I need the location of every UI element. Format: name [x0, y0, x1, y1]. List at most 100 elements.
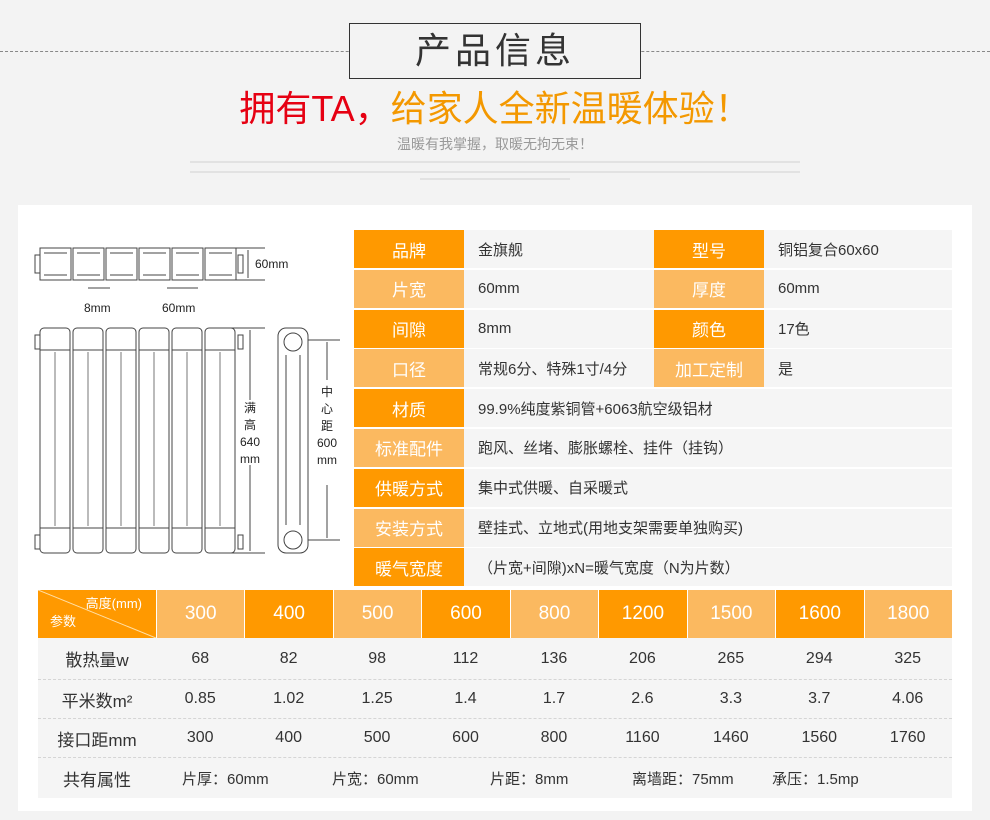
table-cell: 1.7 [542, 690, 566, 707]
table-cell: 112 [452, 649, 479, 667]
table-cell: 82 [279, 649, 298, 667]
table-cell: 2.6 [631, 690, 654, 707]
radiator-section [138, 327, 170, 554]
spec-label: 口径 [354, 349, 464, 388]
spec-value: （片宽+间隙)xN=暖气宽度（N为片数） [464, 548, 952, 587]
table-cell: 1560 [801, 729, 838, 746]
spec-value: 是 [764, 349, 952, 388]
section-top [138, 247, 171, 281]
fine-print [190, 161, 800, 163]
spec-row: 片宽 60mm 厚度 60mm [354, 269, 952, 308]
width-label: 60mm [162, 301, 195, 315]
spec-value: 壁挂式、立地式(用地支架需要单独购买) [464, 508, 952, 547]
table-cell: 98 [368, 649, 386, 667]
table-cell: 265 [717, 649, 745, 667]
center-distance-label: 中 [321, 384, 333, 399]
height-header: 1800 [864, 590, 952, 638]
spec-label: 标准配件 [354, 428, 464, 467]
spec-value: 跑风、丝堵、膨胀螺栓、挂件（挂钩） [464, 428, 952, 467]
table-cell: 1.25 [361, 690, 393, 707]
table-cell: 325 [894, 649, 922, 667]
depth-label: 60mm [255, 257, 288, 271]
radiator-section [105, 327, 137, 554]
spec-table: 品牌 金旗舰 型号 铜铝复合60x60 片宽 60mm 厚度 60mm 间隙 8mm 颜色 17色 口径… [354, 230, 952, 588]
center-distance-label: mm [317, 453, 337, 467]
table-cell: 500 [363, 729, 391, 746]
spec-row: 标准配件 跑风、丝堵、膨胀螺栓、挂件（挂钩） [354, 428, 952, 467]
spec-value: 金旗舰 [464, 230, 654, 268]
radiator-section [39, 327, 71, 554]
table-header-row: 高度(mm) 参数 300 400 500 600 800 1200 1500 1600 180… [38, 590, 952, 638]
parameter-table: 高度(mm) 参数 300 400 500 600 800 1200 1500 1600 180… [38, 590, 952, 798]
table-row: 散热量w 68 82 98 112 136 206 265 294 325 [38, 638, 952, 680]
spec-value: 60mm [764, 269, 952, 308]
spec-value: 60mm [464, 269, 654, 308]
spec-label: 颜色 [654, 309, 764, 348]
table-cell: 68 [191, 649, 210, 667]
section-top [72, 247, 105, 281]
common-attribute: 承压：1.5mp [772, 770, 859, 788]
radiator-section [72, 327, 104, 554]
spec-value: 99.9%纯度紫铜管+6063航空级铝材 [464, 389, 952, 428]
table-cell: 294 [805, 649, 833, 667]
table-cell: 3.3 [719, 690, 742, 707]
spec-label: 片宽 [354, 269, 464, 308]
spec-label: 供暖方式 [354, 468, 464, 507]
full-height-label: mm [240, 452, 260, 466]
spec-row: 间隙 8mm 颜色 17色 [354, 309, 952, 348]
subtitle: 温暖有我掌握，取暖无拘无束！ [397, 136, 593, 152]
height-header: 600 [422, 590, 510, 638]
section-top [171, 247, 204, 281]
height-header: 300 [157, 590, 245, 638]
table-cell: 1160 [625, 729, 660, 746]
section-title: 产品信息 [349, 23, 641, 79]
spec-row: 材质 99.9%纯度紫铜管+6063航空级铝材 [354, 389, 952, 428]
table-cell: 1760 [889, 729, 926, 746]
spec-value: 铜铝复合60x60 [764, 230, 952, 268]
spec-row: 供暖方式 集中式供暖、自采暖式 [354, 468, 952, 507]
table-cell: 600 [452, 729, 479, 746]
spec-value: 8mm [464, 309, 654, 348]
table-row: 平米数m² 0.85 1.02 1.25 1.4 1.7 2.6 3.3 3.7 4.06 [38, 680, 952, 719]
spec-value: 集中式供暖、自采暖式 [464, 468, 952, 507]
full-height-label: 满 [244, 401, 256, 415]
corner-header: 高度(mm) 参数 [38, 590, 156, 638]
row-label: 平米数m² [61, 691, 133, 711]
full-height-label: 640 [240, 435, 260, 449]
row-label: 散热量w [65, 651, 129, 670]
table-cell: 206 [629, 649, 656, 667]
common-attributes-row: 共有属性 片厚：60mm 片宽：60mm 片距：8mm 离墙距：75mm 承压：1.5m… [38, 758, 952, 798]
height-header: 400 [245, 590, 333, 638]
table-cell: 300 [186, 729, 214, 746]
spec-label: 间隙 [354, 309, 464, 348]
table-cell: 136 [540, 649, 568, 667]
height-header: 1200 [599, 590, 687, 638]
table-cell: 0.85 [184, 690, 216, 707]
spec-row: 暖气宽度 （片宽+间隙)xN=暖气宽度（N为片数） [354, 548, 952, 587]
full-height-label: 高 [244, 417, 256, 432]
table-cell: 1.4 [454, 690, 477, 707]
common-attribute: 片距：8mm [490, 770, 569, 788]
height-header: 1500 [687, 590, 776, 638]
radiator-section [171, 327, 203, 554]
fine-print [420, 178, 570, 180]
spec-row: 口径 常规6分、特殊1寸/4分 加工定制是 [354, 349, 952, 388]
spec-label: 暖气宽度 [354, 548, 464, 587]
table-row: 接口距mm 300 400 500 600 800 1160 1460 1560 1760 [38, 719, 952, 758]
table-cell: 1460 [713, 729, 749, 746]
center-distance-label: 距 [321, 419, 333, 433]
gap-label: 8mm [84, 301, 111, 315]
slogan: 拥有TA，给家人全新温暖体验！ [239, 88, 751, 129]
height-header: 500 [333, 590, 422, 638]
table-cell: 800 [540, 729, 568, 746]
table-cell: 1.02 [273, 690, 305, 707]
center-distance-label: 心 [321, 402, 333, 416]
common-attribute: 离墙距：75mm [632, 770, 734, 788]
table-cell: 3.7 [808, 690, 831, 707]
spec-label: 安装方式 [354, 508, 464, 547]
table-cell: 4.06 [892, 690, 924, 707]
center-distance-label: 600 [317, 436, 337, 450]
spec-label: 加工定制 [654, 349, 764, 388]
section-top [105, 247, 138, 281]
fine-print [190, 171, 800, 173]
